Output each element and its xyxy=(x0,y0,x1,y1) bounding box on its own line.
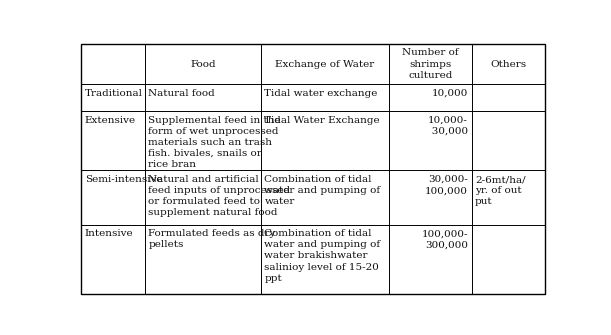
Text: Number of
shrimps
cultured: Number of shrimps cultured xyxy=(402,49,459,80)
Text: Natural food: Natural food xyxy=(148,89,215,98)
Text: 10,000: 10,000 xyxy=(431,89,468,98)
Text: Natural and artificial
feed inputs of unprocessed
or formulated feed to
suppleme: Natural and artificial feed inputs of un… xyxy=(148,175,290,217)
Text: 10,000-
   30,000: 10,000- 30,000 xyxy=(422,116,468,136)
Text: Exchange of Water: Exchange of Water xyxy=(276,60,375,69)
Text: Tidal water exchange: Tidal water exchange xyxy=(265,89,378,98)
Text: 100,000-
300,000: 100,000- 300,000 xyxy=(422,229,468,249)
Text: 2-6mt/ha/
yr. of out
put: 2-6mt/ha/ yr. of out put xyxy=(475,175,525,206)
Text: Combination of tidal
water and pumping of
water brakishwater
salinioy level of 1: Combination of tidal water and pumping o… xyxy=(265,229,381,283)
Text: Tidal Water Exchange: Tidal Water Exchange xyxy=(265,116,380,125)
Text: Supplemental feed in the
form of wet unprocessed
materials such an trash
fish. b: Supplemental feed in the form of wet unp… xyxy=(148,116,281,169)
Text: Others: Others xyxy=(491,60,527,69)
Text: Semi-intensive: Semi-intensive xyxy=(85,175,163,184)
Text: Food: Food xyxy=(190,60,216,69)
Text: 30,000-
100,000: 30,000- 100,000 xyxy=(425,175,468,195)
Text: Intensive: Intensive xyxy=(85,229,134,238)
Text: Combination of tidal
water and pumping of
water: Combination of tidal water and pumping o… xyxy=(265,175,381,206)
Text: Extensive: Extensive xyxy=(85,116,136,125)
Text: Traditional: Traditional xyxy=(85,89,143,98)
Text: Formulated feeds as dry
pellets: Formulated feeds as dry pellets xyxy=(148,229,276,249)
